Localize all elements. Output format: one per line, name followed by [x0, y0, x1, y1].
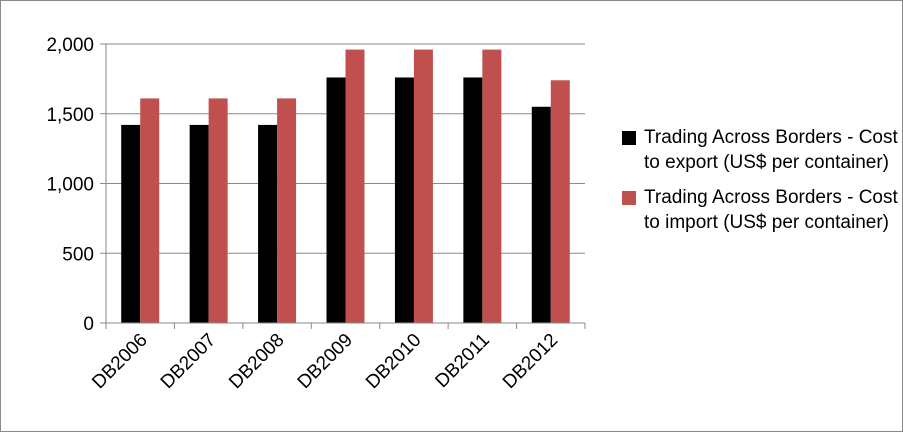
bar-import-db2011 — [482, 49, 502, 324]
bar-export-db2012 — [531, 106, 551, 324]
y-tick-label: 1,000 — [46, 175, 94, 196]
bar-import-db2008 — [277, 98, 297, 323]
bars — [121, 49, 570, 324]
y-tick-label: 500 — [62, 244, 94, 265]
legend-item-export: Trading Across Borders - Cost to export … — [622, 125, 902, 175]
bar-export-db2009 — [326, 77, 346, 323]
bar-export-db2011 — [463, 77, 483, 323]
x-tick-label: DB2012 — [499, 330, 562, 393]
legend-swatch-export — [622, 131, 636, 145]
x-tick-label: DB2011 — [431, 330, 493, 392]
x-tick-label: DB2007 — [157, 330, 220, 393]
bar-export-db2008 — [258, 124, 278, 323]
x-tick-labels: DB2006 DB2007 DB2008 DB2009 DB2010 DB2011 DB20… — [88, 330, 562, 393]
x-tick-label: DB2006 — [88, 330, 151, 393]
bar-import-db2009 — [345, 49, 365, 324]
legend-item-import: Trading Across Borders - Cost to import … — [622, 185, 902, 235]
legend-label-export: Trading Across Borders - Cost to export … — [644, 127, 898, 173]
legend: Trading Across Borders - Cost to export … — [622, 125, 902, 245]
bar-import-db2010 — [413, 49, 433, 324]
bar-import-db2006 — [140, 98, 160, 323]
y-tick-labels: 0 500 1,000 1,500 2,000 — [46, 35, 94, 335]
x-tick-label: DB2008 — [225, 330, 288, 393]
x-tick-label: DB2010 — [362, 330, 425, 393]
y-tick-label: 1,500 — [46, 105, 94, 126]
bar-export-db2010 — [394, 77, 414, 323]
legend-swatch-import — [622, 191, 636, 205]
bar-export-db2007 — [189, 124, 209, 323]
y-tick-label: 0 — [83, 314, 94, 335]
bar-import-db2007 — [208, 98, 228, 323]
legend-label-import: Trading Across Borders - Cost to import … — [644, 187, 898, 233]
bar-import-db2012 — [550, 80, 570, 324]
x-tick-label: DB2009 — [294, 330, 357, 393]
bar-export-db2006 — [121, 124, 141, 323]
axes — [100, 43, 586, 329]
y-tick-label: 2,000 — [46, 35, 94, 56]
